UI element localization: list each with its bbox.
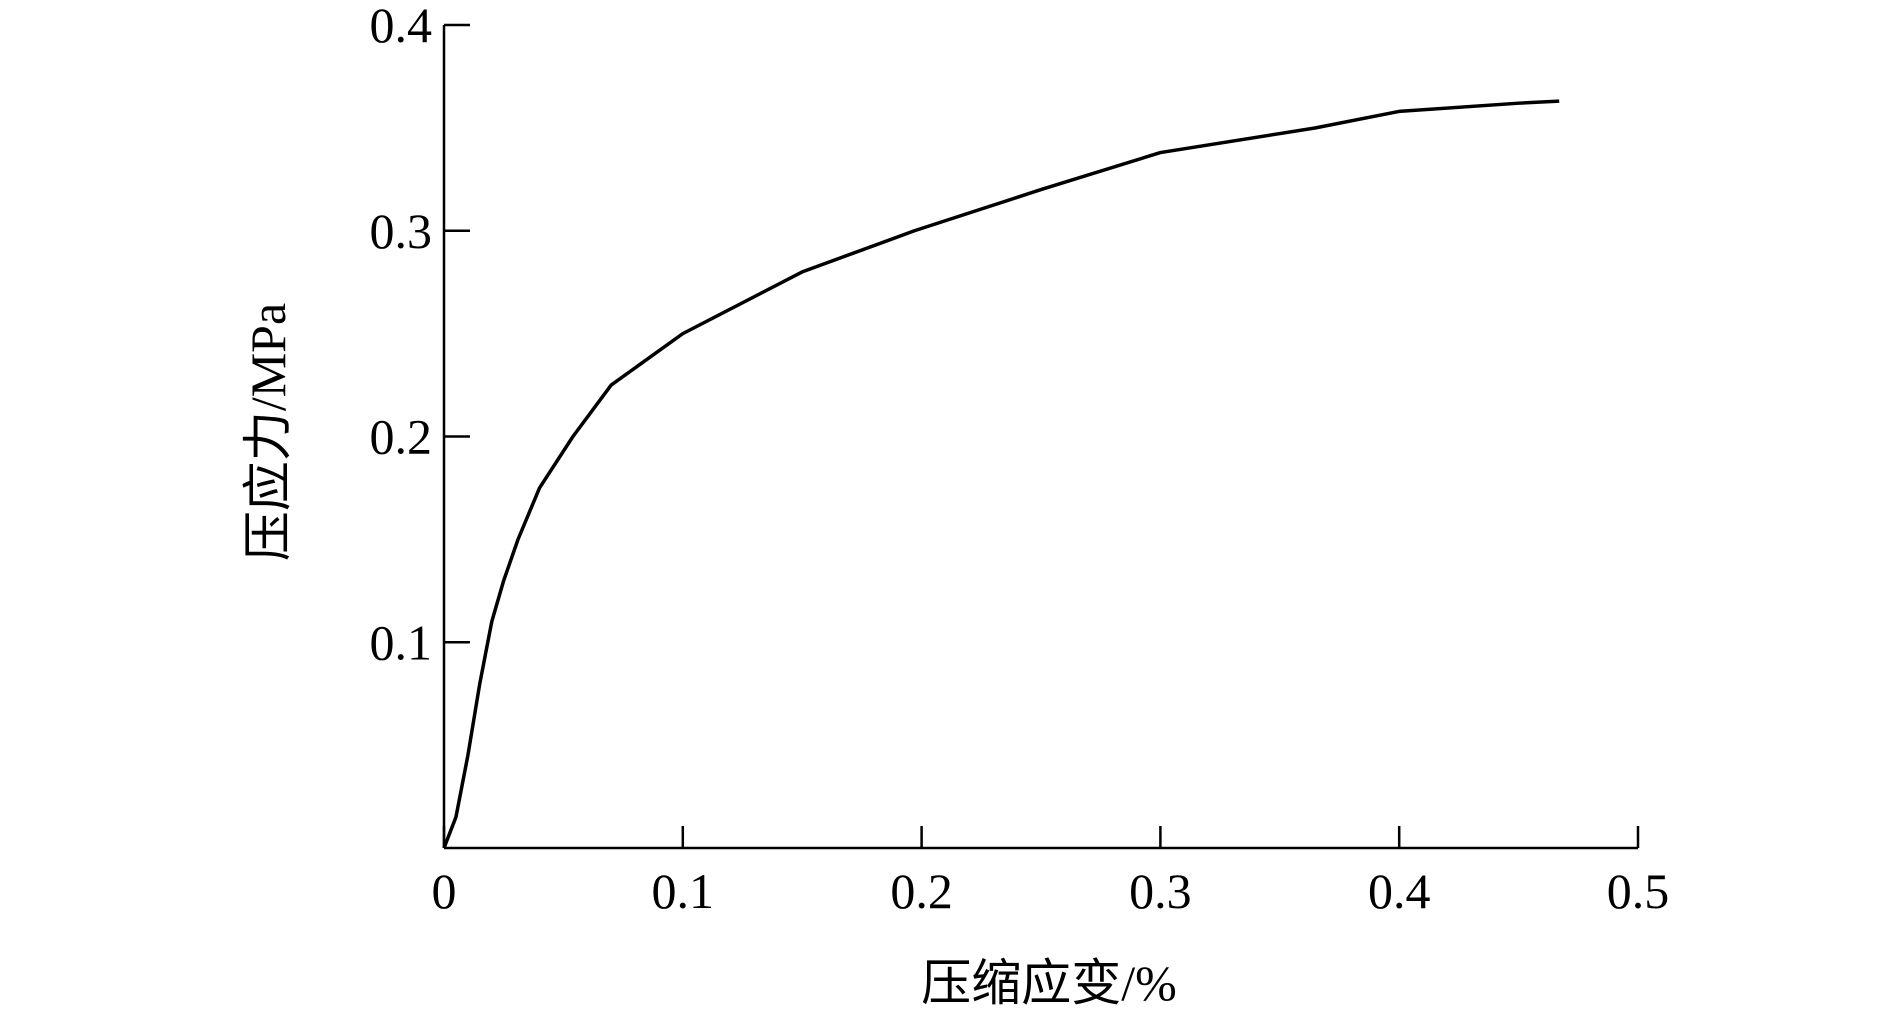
y-tick-label: 0.2 [370,409,433,465]
y-tick-label: 0.4 [370,0,433,53]
x-tick-label: 0.1 [652,863,715,919]
x-tick-label: 0.5 [1607,863,1670,919]
line-series [442,99,1560,849]
x-tick-label: 0 [432,863,457,919]
x-tick-label: 0.3 [1129,863,1192,919]
y-tick-label: 0.3 [370,203,433,259]
x-tick-label: 0.4 [1368,863,1431,919]
x-tick-label: 0.2 [890,863,953,919]
x-axis-label: 压缩应变/% [921,955,1177,1011]
y-axis-label: 压应力/MPa [240,303,296,561]
y-tick-label: 0.1 [370,614,433,670]
